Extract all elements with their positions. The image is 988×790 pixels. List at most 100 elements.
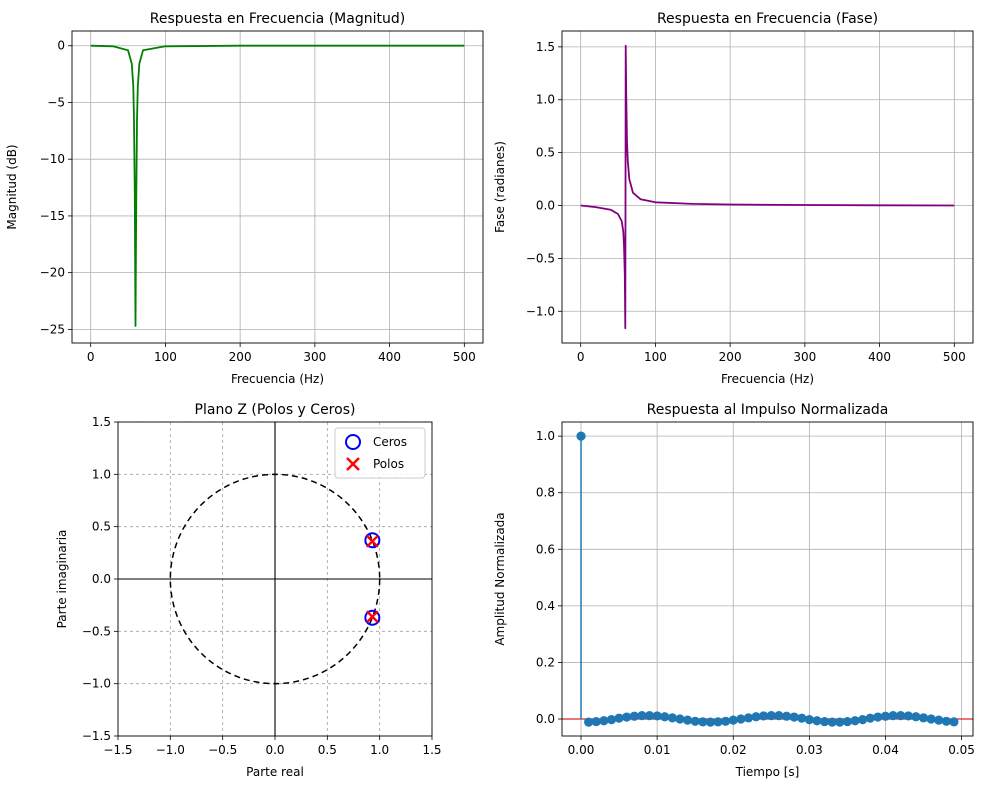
unit-circle — [169, 473, 381, 685]
x-tick-label: 500 — [453, 350, 476, 364]
x-tick-label: 0.00 — [568, 743, 595, 757]
y-axis-label: Parte imaginaria — [55, 530, 69, 629]
legend-label-poles: Polos — [373, 457, 404, 471]
stem-marker — [751, 712, 761, 722]
y-tick-label: −1.0 — [82, 677, 111, 691]
pole-stroke — [365, 610, 379, 624]
axes-frame — [71, 30, 484, 344]
stem-marker — [660, 712, 670, 722]
x-tick-label: 1.5 — [422, 743, 441, 757]
y-tick-label: 1.0 — [92, 467, 111, 481]
legend-zero-marker — [345, 434, 361, 450]
x-tick-label: 0.01 — [644, 743, 671, 757]
x-tick-label: 200 — [229, 350, 252, 364]
stem-marker — [721, 716, 731, 726]
stem-marker — [789, 712, 799, 722]
stem-marker — [667, 713, 677, 723]
y-axis-label: Magnitud (dB) — [5, 144, 19, 229]
stem-marker — [903, 711, 913, 721]
stem-marker — [728, 715, 738, 725]
y-tick-label: 0.5 — [536, 146, 555, 160]
y-tick-label: −5 — [47, 95, 65, 109]
pole-marker — [365, 610, 379, 624]
x-tick-label: 0.02 — [720, 743, 747, 757]
y-tick-label: −25 — [40, 322, 65, 336]
stem-marker — [926, 714, 936, 724]
y-tick-label: −10 — [40, 152, 65, 166]
y-tick-label: 0.0 — [536, 712, 555, 726]
stem-marker — [606, 714, 617, 725]
y-tick-label: 0.8 — [536, 486, 555, 500]
stem-marker — [781, 711, 792, 721]
stem-marker — [682, 715, 693, 725]
stem-marker — [622, 712, 632, 722]
y-tick-label: 0.5 — [92, 520, 111, 534]
stem-marker — [819, 716, 830, 727]
chart-title: Respuesta en Frecuencia (Magnitud) — [150, 11, 405, 27]
stem-marker — [644, 711, 655, 721]
stem-marker — [888, 711, 898, 721]
stem-marker — [873, 712, 883, 722]
y-tick-label: 1.0 — [536, 93, 555, 107]
y-tick-label: −15 — [40, 209, 65, 223]
chart-title: Plano Z (Polos y Ceros) — [195, 402, 356, 418]
stem-marker — [812, 716, 822, 726]
x-tick-label: 100 — [644, 350, 667, 364]
stem-marker — [713, 717, 723, 727]
zero-marker — [364, 609, 381, 626]
x-tick-label: 300 — [793, 350, 816, 364]
x-tick-label: −0.5 — [208, 743, 237, 757]
stem-marker — [911, 712, 921, 722]
x-axis-label: Parte real — [246, 765, 304, 779]
y-tick-label: 0.0 — [92, 572, 111, 586]
x-tick-label: 0 — [87, 350, 95, 364]
stem-marker — [637, 711, 647, 721]
plot-area — [90, 44, 465, 327]
stem-marker — [743, 713, 754, 723]
chart-title: Respuesta al Impulso Normalizada — [647, 402, 889, 418]
chart-title: Respuesta en Frecuencia (Fase) — [657, 11, 878, 27]
stem-marker — [941, 716, 951, 726]
y-tick-label: −0.5 — [526, 251, 555, 265]
axes-frame — [561, 30, 974, 344]
pole-stroke — [365, 534, 379, 548]
x-tick-label: 0 — [577, 350, 585, 364]
axes-frame — [117, 421, 433, 737]
legend-label-zeros: Ceros — [373, 435, 407, 449]
stem-marker — [850, 716, 860, 726]
x-tick-label: 1.0 — [370, 743, 389, 757]
pole-marker — [365, 534, 379, 548]
y-tick-label: 0.2 — [536, 655, 555, 669]
stem-marker — [804, 714, 814, 725]
stem-marker — [774, 711, 784, 721]
stem-marker — [759, 711, 769, 721]
stem-marker — [652, 711, 662, 721]
legend-pole-marker — [346, 457, 360, 471]
x-tick-label: 0.05 — [948, 743, 975, 757]
stem-marker — [766, 711, 776, 721]
y-tick-label: 0.6 — [536, 542, 555, 556]
legend-box — [334, 427, 426, 479]
x-tick-label: 0.5 — [318, 743, 337, 757]
x-tick-label: −1.0 — [156, 743, 185, 757]
stem-marker — [827, 717, 837, 727]
x-tick-label: 100 — [154, 350, 177, 364]
plot-area — [118, 422, 432, 736]
stem-marker — [835, 717, 845, 727]
stem-marker — [736, 714, 746, 724]
x-axis-label: Frecuencia (Hz) — [231, 372, 324, 386]
x-tick-label: 300 — [303, 350, 326, 364]
y-tick-label: −0.5 — [82, 624, 111, 638]
axes-frame — [561, 421, 974, 737]
stem-marker — [629, 711, 639, 721]
stem-marker — [797, 713, 807, 723]
y-axis-label: Fase (radianes) — [493, 141, 507, 233]
y-tick-label: 0.4 — [536, 599, 555, 613]
stem-marker — [880, 711, 891, 721]
stem-marker — [614, 713, 624, 723]
plot-area — [562, 431, 973, 727]
stem-marker — [576, 431, 586, 441]
y-tick-label: 1.5 — [536, 40, 555, 54]
x-tick-label: 0.03 — [796, 743, 823, 757]
